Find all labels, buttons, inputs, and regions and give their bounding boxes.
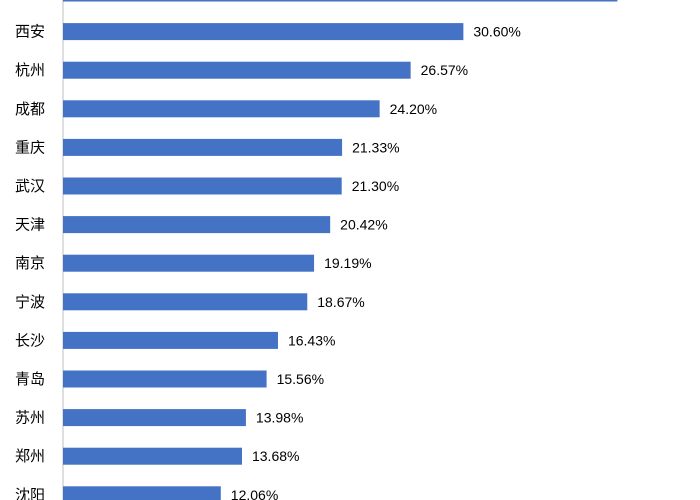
bar [63,370,267,388]
category-label: 青岛 [15,370,45,388]
data-label: 13.68% [252,448,299,464]
bar [63,254,315,272]
bar [63,409,246,427]
data-label: 21.30% [352,178,399,194]
bars-group [63,0,618,500]
data-label: 19.19% [324,255,371,271]
data-label: 30.60% [473,24,520,40]
category-label: 南京 [15,254,45,272]
bar [63,177,342,195]
bar [63,293,308,311]
category-label: 杭州 [15,61,45,79]
data-label: 12.06% [231,487,278,500]
bar [63,0,618,2]
data-label: 26.57% [421,62,468,78]
category-label: 郑州 [15,447,45,465]
category-label: 重庆 [15,138,45,156]
category-label: 西安 [15,23,45,41]
category-label: 宁波 [15,293,45,311]
category-label: 长沙 [15,331,45,349]
bar [63,331,278,349]
bar [63,100,380,118]
data-label: 15.56% [277,371,324,387]
category-label: 苏州 [15,409,45,427]
data-label: 16.43% [288,332,335,348]
value-labels-group: 30.60% 26.57% 24.20% 21.33% 21.30% 20.42% 19.1… [231,24,521,500]
data-label: 18.67% [317,294,364,310]
bar [63,216,331,234]
data-label: 20.42% [340,217,387,233]
data-label: 24.20% [390,101,437,117]
bar [63,138,343,156]
bar [63,61,411,79]
bar [63,447,242,465]
data-label: 21.33% [352,139,399,155]
data-label: 13.98% [256,410,303,426]
bar [63,23,464,41]
category-label: 武汉 [15,177,45,195]
bar [63,486,221,500]
category-label: 沈阳 [15,486,45,500]
category-label: 天津 [15,216,45,234]
category-label: 成都 [15,100,45,118]
